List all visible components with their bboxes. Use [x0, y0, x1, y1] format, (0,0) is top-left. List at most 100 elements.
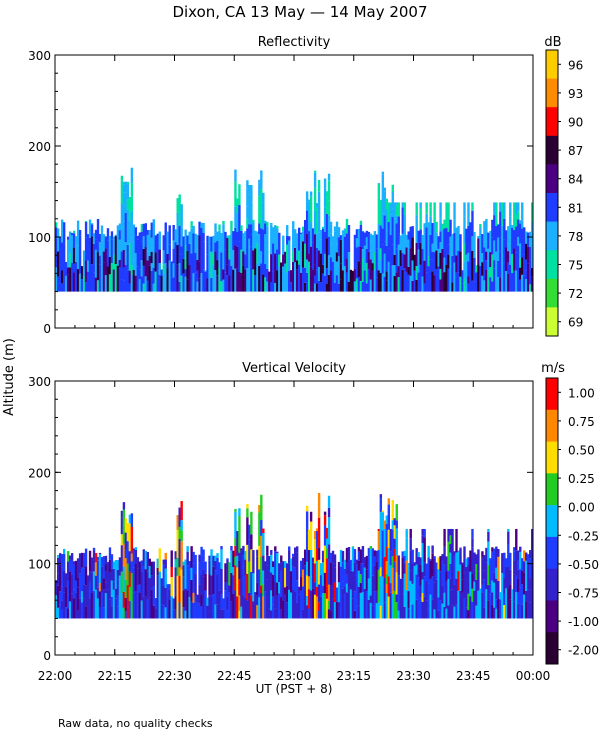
data-cell	[288, 546, 291, 551]
data-cell	[102, 234, 106, 252]
data-cell	[234, 509, 237, 512]
data-cell	[62, 592, 66, 619]
data-cell	[80, 552, 84, 568]
data-cell	[286, 244, 289, 273]
data-cell	[457, 251, 460, 273]
data-cell	[519, 223, 522, 244]
data-cell	[343, 229, 347, 237]
data-cell	[158, 571, 161, 595]
data-cell	[102, 251, 106, 263]
data-cell	[192, 225, 195, 234]
data-cell	[94, 589, 98, 619]
colorbar-swatch	[546, 193, 558, 222]
data-cell	[519, 279, 522, 292]
data-cell	[381, 510, 385, 513]
data-cell	[377, 270, 381, 292]
data-cell	[268, 597, 271, 609]
data-cell	[325, 586, 329, 599]
data-cell	[210, 596, 213, 610]
data-cell	[232, 250, 235, 270]
data-cell	[523, 550, 526, 562]
data-cell	[377, 569, 381, 593]
data-cell	[56, 251, 60, 277]
data-cell	[94, 575, 98, 590]
data-cell	[435, 579, 438, 590]
data-cell	[369, 568, 373, 596]
data-cell	[499, 592, 502, 600]
data-cell	[507, 566, 510, 589]
data-cell	[513, 213, 516, 230]
data-cell	[280, 597, 283, 610]
data-cell	[120, 571, 124, 594]
data-cell	[383, 187, 387, 192]
data-cell	[152, 228, 155, 243]
data-cell	[323, 525, 327, 546]
data-cell	[297, 264, 301, 292]
data-cell	[128, 270, 132, 284]
data-cell	[270, 572, 273, 591]
data-cell	[176, 236, 179, 246]
data-cell	[262, 528, 265, 534]
data-cell	[439, 252, 442, 269]
data-cell	[373, 231, 377, 252]
data-cell	[194, 596, 197, 619]
data-cell	[329, 552, 333, 563]
data-cell	[132, 550, 136, 568]
data-cell	[232, 269, 235, 292]
colorbar-swatch	[546, 378, 558, 411]
data-cell	[96, 598, 100, 619]
colorbar-tick-label: 96	[568, 58, 583, 72]
data-cell	[315, 220, 319, 234]
data-cell	[423, 283, 426, 292]
data-cell	[423, 576, 426, 597]
data-cell	[463, 278, 466, 292]
data-cell	[393, 538, 396, 549]
data-cell	[112, 581, 116, 590]
data-cell	[307, 199, 311, 202]
data-cell	[301, 569, 305, 587]
data-cell	[313, 531, 317, 540]
data-cell	[216, 240, 219, 261]
data-cell	[475, 605, 478, 619]
data-cell	[262, 253, 265, 275]
data-cell	[264, 591, 267, 619]
data-cell	[76, 577, 80, 588]
data-cell	[299, 234, 303, 261]
data-cell	[164, 559, 167, 569]
data-cell	[178, 507, 181, 527]
data-cell	[455, 578, 458, 605]
data-cell	[294, 591, 297, 619]
data-cell	[425, 227, 428, 255]
data-cell	[236, 531, 239, 556]
data-cell	[236, 555, 239, 568]
data-cell	[329, 610, 333, 619]
data-cell	[118, 223, 122, 231]
data-cell	[473, 570, 476, 582]
data-cell	[495, 218, 498, 227]
data-cell	[128, 220, 132, 244]
data-cell	[503, 218, 506, 240]
data-cell	[258, 545, 261, 570]
data-cell	[407, 566, 410, 592]
data-cell	[64, 275, 68, 292]
data-cell	[401, 253, 404, 270]
data-cell	[357, 551, 361, 561]
data-cell	[305, 191, 309, 202]
data-cell	[228, 235, 231, 260]
data-cell	[78, 562, 82, 574]
data-cell	[381, 228, 385, 245]
data-cell	[421, 579, 424, 593]
data-cell	[146, 251, 150, 261]
data-cell	[391, 208, 394, 218]
data-cell	[186, 250, 189, 280]
data-cell	[423, 528, 426, 538]
data-cell	[130, 211, 134, 238]
data-cell	[55, 580, 58, 596]
data-cell	[278, 563, 281, 583]
data-cell	[246, 188, 249, 207]
data-cell	[148, 558, 151, 566]
data-cell	[335, 221, 339, 244]
data-cell	[288, 270, 291, 292]
data-cell	[487, 600, 490, 619]
data-cell	[321, 585, 325, 594]
